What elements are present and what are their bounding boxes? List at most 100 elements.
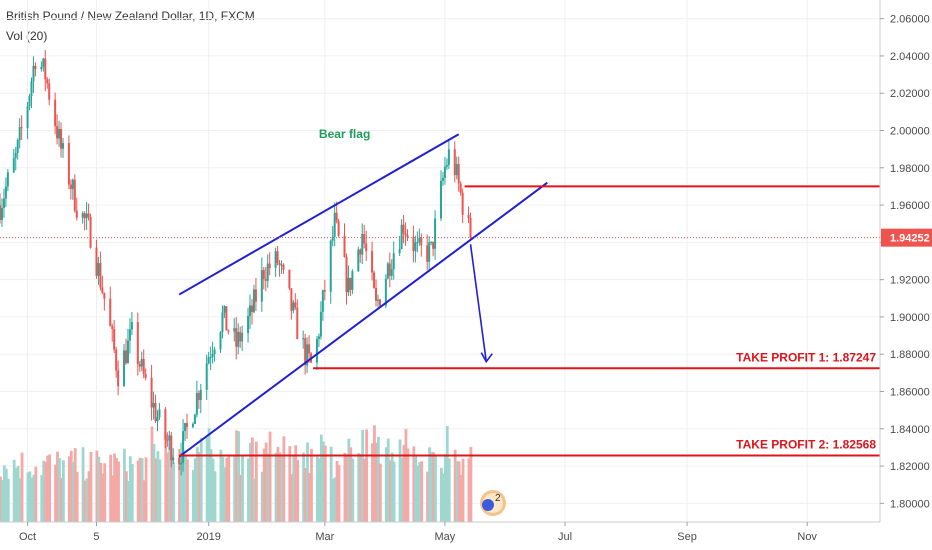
candle (278, 259, 281, 277)
candle (235, 317, 238, 360)
last-price-box (881, 228, 932, 247)
candle (323, 279, 326, 301)
candle (54, 92, 57, 135)
volume-bar (67, 456, 71, 522)
volume-bar (333, 477, 337, 522)
volume-bar (371, 443, 374, 522)
y-tick-label: 1.88000 (890, 349, 930, 361)
candle (400, 219, 403, 250)
volume-bar (254, 441, 258, 522)
volume-bar (170, 455, 174, 522)
candle (166, 432, 169, 447)
candle (432, 241, 435, 257)
y-tick-label: 1.80000 (890, 498, 930, 510)
candle (343, 223, 346, 258)
volume-bar (306, 442, 309, 522)
volume-bar (26, 472, 30, 522)
candle (371, 241, 374, 281)
volume-bar (241, 456, 244, 522)
candle (4, 177, 7, 207)
events-badge-count: 2 (495, 493, 501, 504)
volume-bar (42, 460, 46, 522)
y-tick-label: 2.00000 (890, 126, 930, 138)
volume-bar (347, 438, 351, 522)
candle (124, 338, 127, 365)
candle (195, 380, 198, 418)
volume-bar (46, 455, 50, 522)
y-tick-label: 1.98000 (890, 163, 930, 175)
candle (117, 360, 120, 396)
volume-bar (296, 459, 300, 522)
candle (250, 299, 253, 325)
volume-bar (290, 474, 294, 522)
volume-bar (184, 455, 187, 522)
volume-bar (235, 430, 239, 522)
volume-bar (219, 449, 223, 522)
volume-bar (164, 434, 168, 522)
volume-bar (140, 458, 144, 522)
volume-bar (414, 455, 418, 522)
candle (115, 346, 118, 378)
volume-bar (158, 459, 162, 522)
volume-bar (142, 480, 146, 522)
price-axis[interactable]: 1.80000 1.82000 1.84000 1.86000 1.88000 1.900… (879, 0, 932, 522)
events-badge-icon[interactable]: 2 (478, 488, 508, 518)
candle (376, 294, 379, 308)
candle (361, 223, 364, 265)
candle (308, 335, 311, 363)
candle (26, 101, 29, 140)
candle (89, 213, 92, 249)
candle (186, 413, 189, 439)
volume-indicator-label: Vol (20) (6, 29, 48, 43)
time-axis[interactable]: Oct 5 2019 Mar May Jul Sep Nov (0, 521, 880, 543)
drawing-annotations: TAKE PROFIT 1: 1.87247 TAKE PROFIT 2: 1.8… (0, 127, 880, 458)
candle (459, 181, 462, 196)
candle (453, 141, 456, 183)
candle (404, 222, 407, 246)
candle (254, 277, 257, 311)
candle (414, 235, 417, 263)
volume-bar (386, 438, 390, 522)
volume-bar (103, 463, 107, 522)
candle (378, 298, 381, 307)
volume-bar (69, 450, 73, 522)
volume-bar (126, 481, 130, 522)
candle (207, 351, 210, 365)
volume-bar (71, 461, 75, 522)
candle (282, 263, 285, 274)
arrow-head-icon (480, 352, 493, 364)
volume-bar (89, 452, 93, 522)
y-tick-label: 1.84000 (890, 424, 930, 436)
y-tick-label: 1.92000 (890, 275, 930, 287)
volume-bar (209, 449, 213, 522)
candle (67, 135, 70, 190)
candle (306, 337, 309, 373)
candle (274, 247, 277, 277)
volume-bar (18, 478, 22, 522)
volume-bar (32, 474, 36, 522)
volume-bar (337, 465, 341, 522)
candle (357, 246, 360, 272)
candle (138, 360, 141, 372)
channel-lower-line[interactable] (178, 181, 548, 458)
candle (0, 193, 1, 224)
volume-bar (97, 456, 101, 522)
volume-bar (101, 473, 105, 522)
volume-bar (434, 456, 437, 522)
volume-bar (455, 461, 459, 522)
volume-bar (343, 452, 347, 522)
candle (276, 246, 279, 266)
candle (60, 122, 63, 158)
candle (223, 305, 226, 318)
volume-bar (359, 453, 363, 522)
candle (247, 307, 250, 343)
projection-arrow[interactable] (469, 244, 488, 362)
candle (211, 341, 214, 364)
channel-upper-line[interactable] (178, 133, 460, 296)
candle (288, 269, 291, 291)
candle (337, 218, 340, 238)
candle (18, 118, 21, 149)
volume-bar (345, 455, 349, 522)
grid (0, 0, 880, 522)
